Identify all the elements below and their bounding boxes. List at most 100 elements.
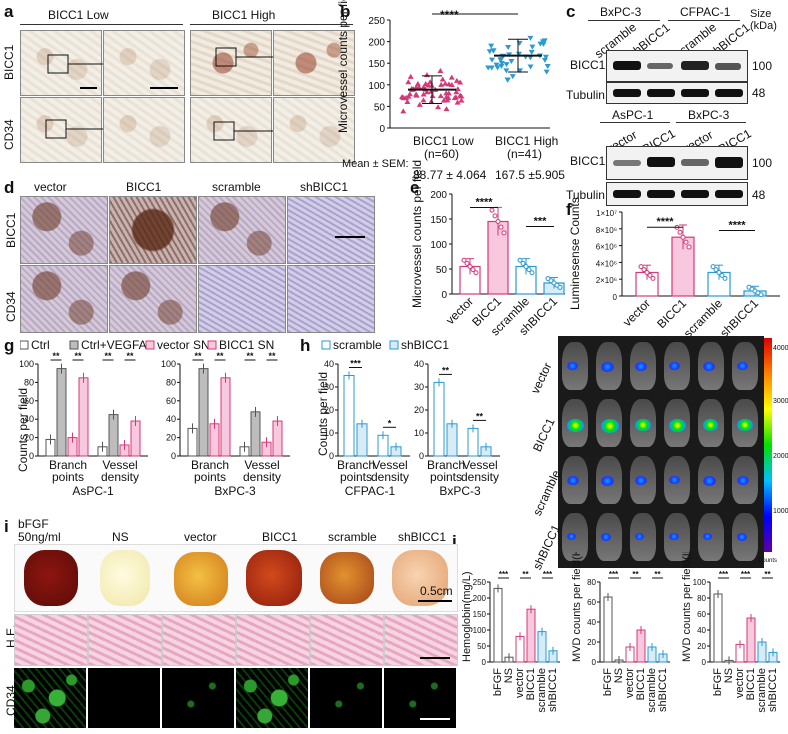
panel-letter-b: b: [340, 2, 351, 21]
d-col-scramble: scramble: [212, 180, 261, 194]
dot: [523, 264, 529, 269]
j-ytick-label: 150: [473, 610, 487, 619]
xtick-label: BICC1: [654, 296, 689, 331]
c-bot-blot-tubulin: [606, 182, 748, 206]
h-sig: ***: [350, 359, 361, 369]
g-bar: [56, 368, 67, 457]
i-gel-ns: [100, 550, 150, 606]
b-point: [493, 62, 500, 68]
b-point: [439, 76, 446, 82]
g-ytick-label: 0: [171, 451, 176, 461]
a-ihc-low-bicc1: [20, 30, 102, 96]
j-bar: [713, 593, 723, 663]
mouse: [698, 399, 724, 447]
b-group-high: BICC1 High: [495, 134, 559, 148]
j-ylabel: Hemoglobin(mg/L): [461, 572, 473, 662]
i-he-2: [88, 614, 162, 666]
xtick-label: vector: [620, 296, 653, 329]
g-group-label: Branch: [49, 458, 87, 472]
signal-spot: [567, 362, 578, 371]
b-point: [443, 106, 450, 112]
mouse: [664, 399, 690, 447]
dot: [492, 213, 498, 219]
a-ihc-high-bicc1-zoom: [273, 30, 355, 96]
j-xtick-label: NS: [503, 668, 515, 683]
j-xtick-label: bFGF: [712, 668, 724, 696]
b-point: [458, 93, 465, 99]
ytick-label: 100: [430, 240, 447, 251]
h-legend-label: scramble: [333, 338, 382, 352]
b-sig: ****: [440, 8, 459, 22]
h-sig: *: [388, 418, 392, 428]
b-point: [416, 101, 423, 107]
i-col-shbicc1: shBICC1: [398, 530, 447, 544]
d-ihc-8: [287, 265, 375, 333]
dot: [489, 207, 495, 213]
g-sig: **: [74, 351, 82, 361]
i-col-vector: vector: [184, 530, 217, 544]
signal-spot: [601, 419, 619, 433]
b-point: [443, 90, 450, 96]
b-stat-low: 88.77 ± 4.064: [413, 168, 487, 182]
f-ylabel: Luminesense Counts: [568, 197, 582, 310]
mouse: [732, 342, 758, 390]
d-ihc-2: [109, 196, 197, 264]
b-point: [539, 39, 546, 45]
ytick-label: 150: [430, 215, 447, 226]
a-ihc-high-bicc1: [190, 30, 272, 96]
h-sig: **: [476, 411, 484, 421]
g-bar: [220, 377, 231, 457]
signal-spot: [669, 419, 686, 433]
g-sig: **: [268, 351, 276, 361]
signal-spot: [703, 419, 718, 431]
dot: [716, 269, 722, 275]
h-ytick-label: 30: [324, 382, 334, 392]
g-ytick-label: 100: [20, 359, 34, 369]
a-col-low: BICC1 Low: [48, 8, 109, 22]
i-he-1: [14, 614, 88, 666]
a-ihc-high-cd34-zoom: [273, 97, 355, 163]
b-ytick-label: 200: [368, 38, 385, 49]
j-ytick-label: 40: [587, 618, 596, 627]
g-ytick-label: 60: [166, 396, 176, 406]
ytick-label: 4×10⁶: [596, 259, 617, 268]
j-xtick-label: shBICC1: [767, 668, 779, 712]
j-sig: **: [654, 570, 661, 579]
j-ytick-label: 0: [482, 658, 487, 667]
b-point: [542, 54, 549, 60]
g-sig: **: [126, 351, 134, 361]
b-ylabel: Microvessel counts per field: [336, 0, 350, 133]
b-point: [498, 63, 505, 69]
signal-spot: [635, 476, 647, 486]
b-point: [509, 74, 516, 80]
h-legend-swatch: [321, 340, 331, 350]
h-group-label: points: [430, 470, 462, 484]
j-ytick-label: 20: [587, 638, 596, 647]
dot: [638, 264, 644, 270]
i-gel-shbicc1: [392, 550, 448, 606]
b-point: [400, 95, 407, 101]
b-point: [504, 77, 511, 83]
d-col-vector: vector: [34, 180, 67, 194]
g-bar: [108, 414, 119, 457]
b-point: [413, 91, 420, 97]
g-legend-label: Ctrl: [31, 338, 50, 352]
ytick-label: 0: [613, 293, 618, 302]
sig-label: ***: [534, 216, 548, 228]
dot: [520, 260, 526, 266]
mouse: [664, 513, 690, 561]
i-gel-vector: [174, 552, 228, 606]
d-scale-bar: [335, 236, 365, 238]
signal-spot: [601, 362, 614, 372]
panel-letter-g: g: [4, 336, 15, 355]
b-point: [437, 93, 444, 99]
i-he-4: [236, 614, 310, 666]
g-bar: [78, 377, 89, 457]
c-bot-line1: AsPC-1: [612, 108, 654, 122]
j-ytick-label: 250: [473, 578, 487, 587]
g-ytick-label: 40: [166, 414, 176, 424]
g-group-label: density: [101, 470, 139, 484]
j-xtick-label: shBICC1: [657, 668, 669, 712]
h-ytick-label: 30: [414, 382, 424, 392]
signal-spot: [737, 419, 753, 432]
